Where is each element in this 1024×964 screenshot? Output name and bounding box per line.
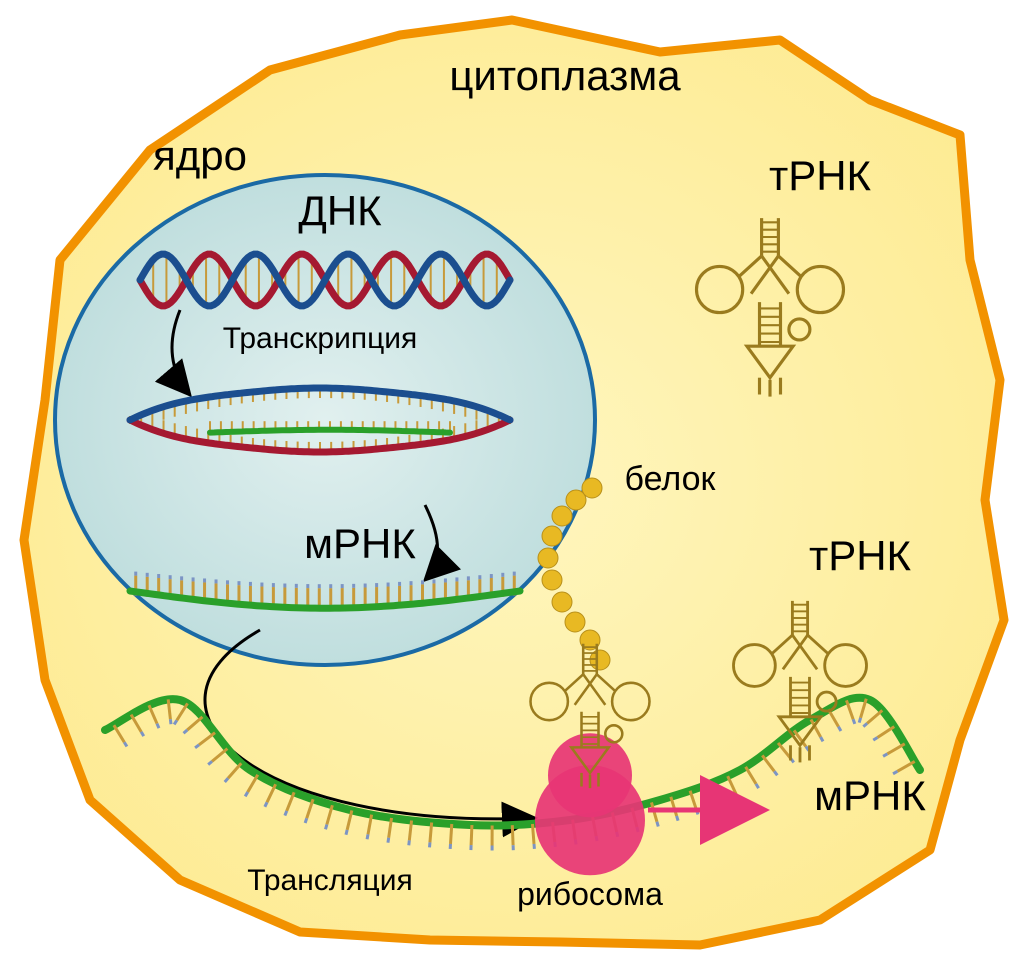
label-ribosome: рибосома: [517, 876, 663, 912]
label-nucleus: ядро: [153, 132, 247, 179]
label-dna: ДНК: [298, 187, 382, 234]
label-mrna1: мРНК: [304, 520, 416, 567]
label-protein: белок: [625, 460, 717, 498]
label-cytoplasm: цитоплазма: [449, 52, 681, 99]
label-translation: Трансляция: [247, 864, 413, 897]
label-transcription: Транскрипция: [223, 322, 418, 355]
label-trna2: тРНК: [809, 532, 912, 579]
label-trna1: тРНК: [769, 152, 872, 199]
label-mrna2: мРНК: [814, 772, 926, 819]
diagram-canvas: цитоплазма ядро ДНК Транскрипция мРНК Трансля…: [0, 0, 1024, 964]
